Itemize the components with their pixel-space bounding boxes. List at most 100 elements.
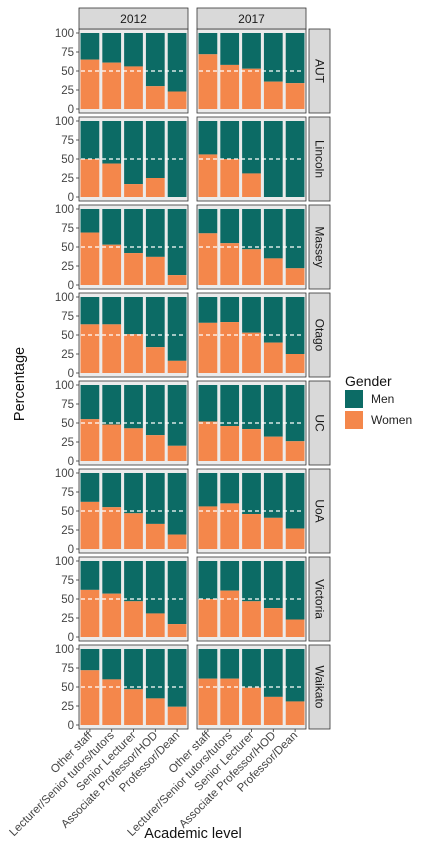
bar-men (198, 121, 218, 155)
bar-women (242, 68, 261, 109)
legend-swatch-women (345, 411, 363, 429)
bar-women (102, 244, 122, 285)
bar-women (145, 178, 165, 197)
bar-women (198, 54, 218, 109)
bar-women (220, 322, 240, 373)
bar-men (263, 561, 283, 609)
y-tick-label: 75 (61, 575, 74, 587)
bar-men (220, 121, 240, 159)
bar-women (167, 534, 187, 549)
bar-women (263, 81, 283, 109)
x-axis-title: Academic level (144, 826, 242, 842)
bar-men (145, 297, 165, 348)
bar-women (124, 601, 143, 637)
bar-women (124, 253, 143, 285)
bar-men (80, 561, 100, 590)
bar-men (80, 649, 100, 671)
legend-title: Gender (345, 373, 392, 389)
y-tick-label: 25 (61, 613, 74, 625)
panels-layer (78, 28, 307, 730)
bar-men (285, 385, 305, 442)
bar-women (167, 624, 187, 637)
strip-row-lincoln (308, 116, 331, 202)
bar-men (102, 121, 122, 164)
legend-label-men: Men (371, 392, 394, 406)
bar-men (124, 209, 143, 254)
bar-men (102, 33, 122, 63)
strip-row-victoria (308, 556, 331, 642)
y-tick-label: 50 (61, 154, 74, 166)
bar-men (242, 473, 261, 515)
bar-men (285, 33, 305, 84)
bar-women (198, 233, 218, 285)
bar-women (285, 354, 305, 373)
bar-women (102, 324, 122, 373)
panel-uc-2012 (78, 380, 189, 466)
bar-women (145, 698, 165, 725)
bar-women (102, 679, 122, 725)
bar-women (145, 347, 165, 373)
bar-women (145, 256, 165, 285)
y-axis-title: Percentage (12, 347, 28, 421)
bar-women (198, 678, 218, 725)
bar-men (263, 33, 283, 82)
strip-label-aut: AUT (313, 59, 327, 84)
y-tick-label: 100 (55, 556, 74, 568)
bar-men (124, 649, 143, 690)
bar-men (285, 649, 305, 702)
bar-women (124, 428, 143, 461)
bar-women (80, 670, 100, 725)
bar-men (145, 385, 165, 436)
bar-men (145, 649, 165, 699)
y-tick-label: 50 (61, 506, 74, 518)
bar-men (263, 385, 283, 437)
panel-victoria-2017 (196, 556, 307, 642)
bar-women (285, 268, 305, 285)
bar-women (80, 59, 100, 109)
y-tick-label: 25 (61, 525, 74, 537)
y-tick-label: 25 (61, 349, 74, 361)
bar-women (242, 514, 261, 549)
y-tick-label: 25 (61, 173, 74, 185)
panel-otago-2012 (78, 292, 189, 378)
strip-row-otago (308, 292, 331, 378)
bar-men (242, 209, 261, 250)
bar-men (220, 385, 240, 427)
bar-men (102, 385, 122, 425)
y-tick-label: 100 (55, 116, 74, 128)
bar-women (102, 62, 122, 109)
bar-women (102, 424, 122, 461)
bar-women (167, 360, 187, 373)
y-tick-label: 25 (61, 437, 74, 449)
bar-men (102, 561, 122, 594)
bar-women (80, 159, 100, 197)
bar-men (167, 649, 187, 707)
bar-women (198, 421, 218, 461)
y-tick-label: 75 (61, 663, 74, 675)
bar-men (167, 121, 187, 197)
panel-lincoln-2017 (196, 116, 307, 202)
panel-aut-2012 (78, 28, 189, 114)
column-strips: 2012 2017 (78, 7, 307, 30)
bar-women (167, 445, 187, 461)
bar-men (145, 561, 165, 614)
bar-women (220, 243, 240, 285)
bar-women (242, 173, 261, 197)
bar-women (124, 184, 143, 197)
y-tick-label: 25 (61, 85, 74, 97)
bar-men (167, 209, 187, 276)
bar-men (198, 385, 218, 422)
bar-men (80, 385, 100, 420)
bar-men (220, 33, 240, 65)
bar-women (263, 608, 283, 637)
y-tick-label: 0 (68, 368, 74, 380)
panel-uoa-2012 (78, 468, 189, 554)
bar-men (124, 33, 143, 67)
strip-row-massey (308, 204, 331, 290)
y-tick-label: 100 (55, 28, 74, 40)
bar-women (220, 678, 240, 725)
y-tick-label: 50 (61, 594, 74, 606)
bar-men (80, 121, 100, 159)
